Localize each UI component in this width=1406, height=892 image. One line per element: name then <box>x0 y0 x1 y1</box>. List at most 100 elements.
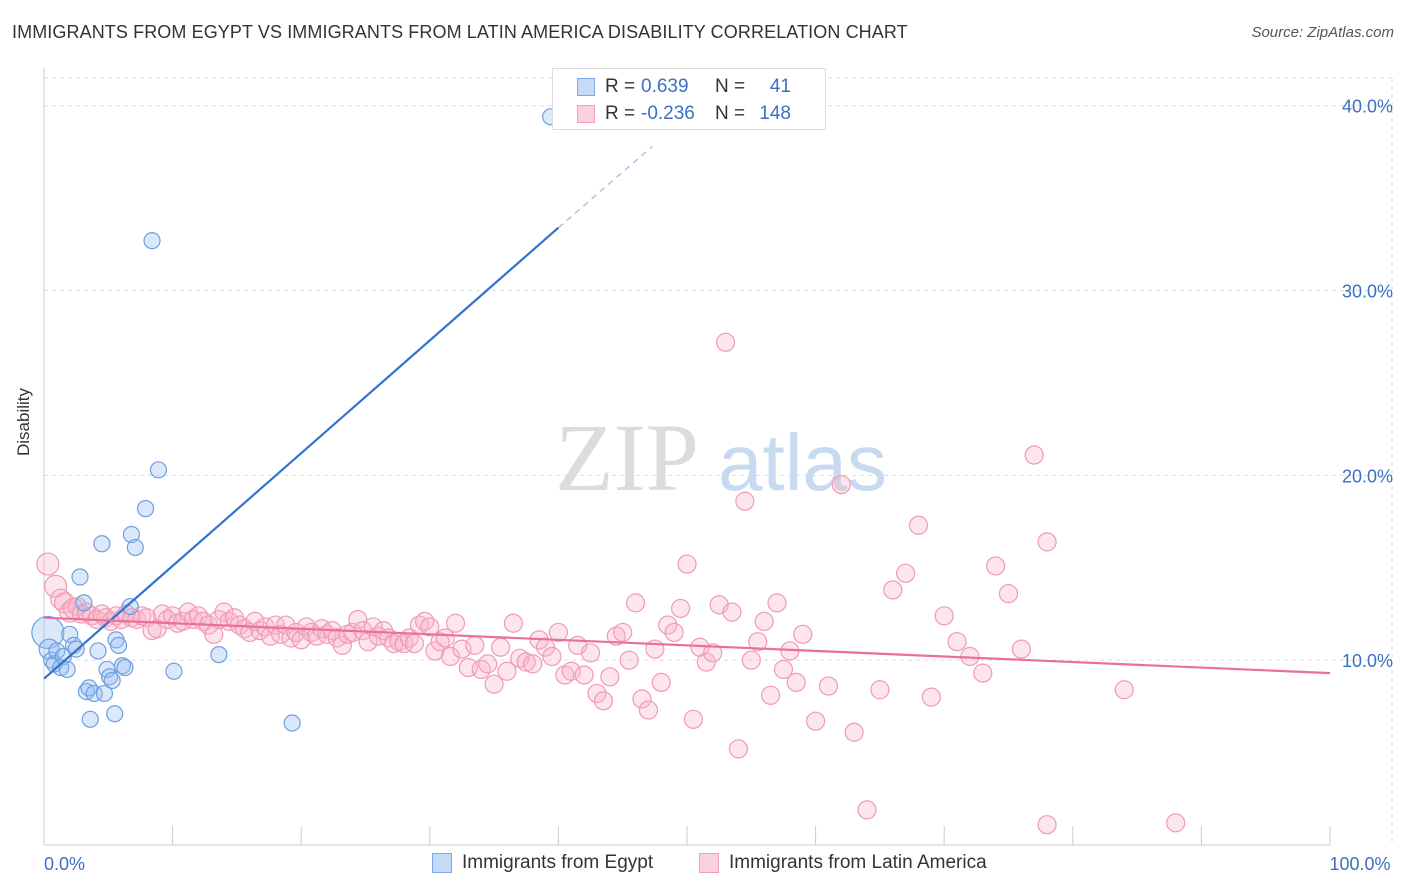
trend-lines <box>43 145 1331 680</box>
latin-point <box>43 574 68 598</box>
latin-point <box>214 602 234 622</box>
legend-swatch-latin <box>699 853 719 873</box>
latin-point <box>1011 639 1031 659</box>
latin-point <box>883 580 903 600</box>
latin-point <box>619 650 639 670</box>
latin-point <box>767 593 787 613</box>
latin-point <box>658 615 678 635</box>
latin-point <box>921 687 941 707</box>
x-tick-label: 0.0% <box>44 854 85 874</box>
latin-point <box>651 672 671 692</box>
latin-point <box>870 680 890 700</box>
egypt-point <box>136 500 155 518</box>
egypt-point <box>121 597 139 616</box>
latin-point <box>548 622 569 643</box>
latin-point <box>1166 813 1186 833</box>
latin-point <box>632 689 652 709</box>
latin-point <box>908 515 929 535</box>
legend-row-egypt: R = 0.639 N = 41 <box>553 75 791 99</box>
latin-point <box>625 593 646 613</box>
legend-row-latin: R = -0.236 N = 148 <box>553 102 791 126</box>
egypt-point <box>71 568 89 586</box>
latin-point <box>490 637 511 657</box>
axes <box>43 68 1331 846</box>
egypt-point <box>89 642 107 660</box>
latin-point <box>332 635 352 655</box>
latin-point <box>986 556 1006 576</box>
egypt-point <box>113 657 132 675</box>
latin-point <box>664 622 684 643</box>
egypt-points <box>31 108 560 732</box>
egypt-point <box>58 660 76 679</box>
legend-item-latin: Immigrants from Latin America <box>699 852 987 874</box>
latin-point <box>404 633 424 654</box>
latin-point <box>394 633 414 654</box>
latin-point <box>574 665 594 685</box>
legend-r-value: 0.639 <box>641 76 689 97</box>
legend-r-value: -0.236 <box>641 103 695 124</box>
latin-point <box>748 632 768 652</box>
latin-point <box>760 685 781 705</box>
latin-point <box>430 632 450 652</box>
egypt-trend-extension <box>557 145 653 229</box>
latin-point <box>445 613 466 633</box>
legend-r-label: R = <box>605 76 636 97</box>
legend-swatch-latin <box>577 105 595 123</box>
watermark-zip: ZIP <box>555 404 699 511</box>
x-tick-label: 100.0% <box>1329 854 1390 874</box>
latin-point <box>735 491 755 511</box>
egypt-point <box>61 625 79 643</box>
tick-labels: 10.0% 20.0% 30.0% 40.0% 0.0% 100.0% <box>44 97 1393 874</box>
latin-point <box>844 722 864 742</box>
latin-point <box>523 654 543 674</box>
latin-point <box>452 639 472 659</box>
latin-point <box>934 606 954 626</box>
latin-point <box>722 602 742 622</box>
latin-point <box>818 676 839 696</box>
watermark: ZIP atlas <box>555 404 887 511</box>
egypt-point <box>116 658 134 677</box>
latin-point <box>415 611 435 631</box>
latin-point <box>542 646 562 667</box>
latin-point <box>478 654 498 674</box>
latin-point <box>613 622 633 643</box>
legend-swatch-egypt <box>577 78 595 96</box>
latin-point <box>503 613 523 633</box>
egypt-point <box>54 647 72 666</box>
chart-title: IMMIGRANTS FROM EGYPT VS IMMIGRANTS FROM… <box>12 22 908 42</box>
latin-point <box>235 619 255 639</box>
latin-point <box>465 635 485 655</box>
egypt-point <box>210 646 228 664</box>
latin-point <box>741 650 761 670</box>
y-axis-label: Disability <box>14 387 33 456</box>
legend-r-label: R = <box>605 103 636 124</box>
latin-point <box>683 709 704 729</box>
latin-point <box>348 609 368 630</box>
latin-point <box>793 624 813 644</box>
latin-point <box>440 646 460 667</box>
egypt-point <box>93 535 111 553</box>
latin-point <box>786 672 806 692</box>
latin-point <box>1024 445 1044 465</box>
latin-point <box>600 667 620 687</box>
stats-legend: R = 0.639 N = 41 R = -0.236 N = 148 <box>552 68 826 130</box>
latin-point <box>561 661 581 681</box>
latin-point <box>998 584 1019 604</box>
latin-point <box>497 661 517 681</box>
legend-n-value: 148 <box>759 103 791 124</box>
egypt-trend-line <box>43 226 560 680</box>
latin-point <box>1037 815 1057 835</box>
latin-point <box>947 632 967 652</box>
series-legend: Immigrants from Egypt Immigrants from La… <box>0 852 1406 878</box>
latin-point <box>435 628 455 648</box>
egypt-point <box>122 525 141 544</box>
latin-point <box>703 643 723 663</box>
latin-point <box>36 552 60 576</box>
latin-point <box>831 475 851 495</box>
latin-point <box>728 739 749 759</box>
egypt-point <box>52 658 70 677</box>
latin-point <box>773 659 794 680</box>
latin-point <box>715 332 736 352</box>
y-tick-label: 10.0% <box>1342 651 1393 671</box>
